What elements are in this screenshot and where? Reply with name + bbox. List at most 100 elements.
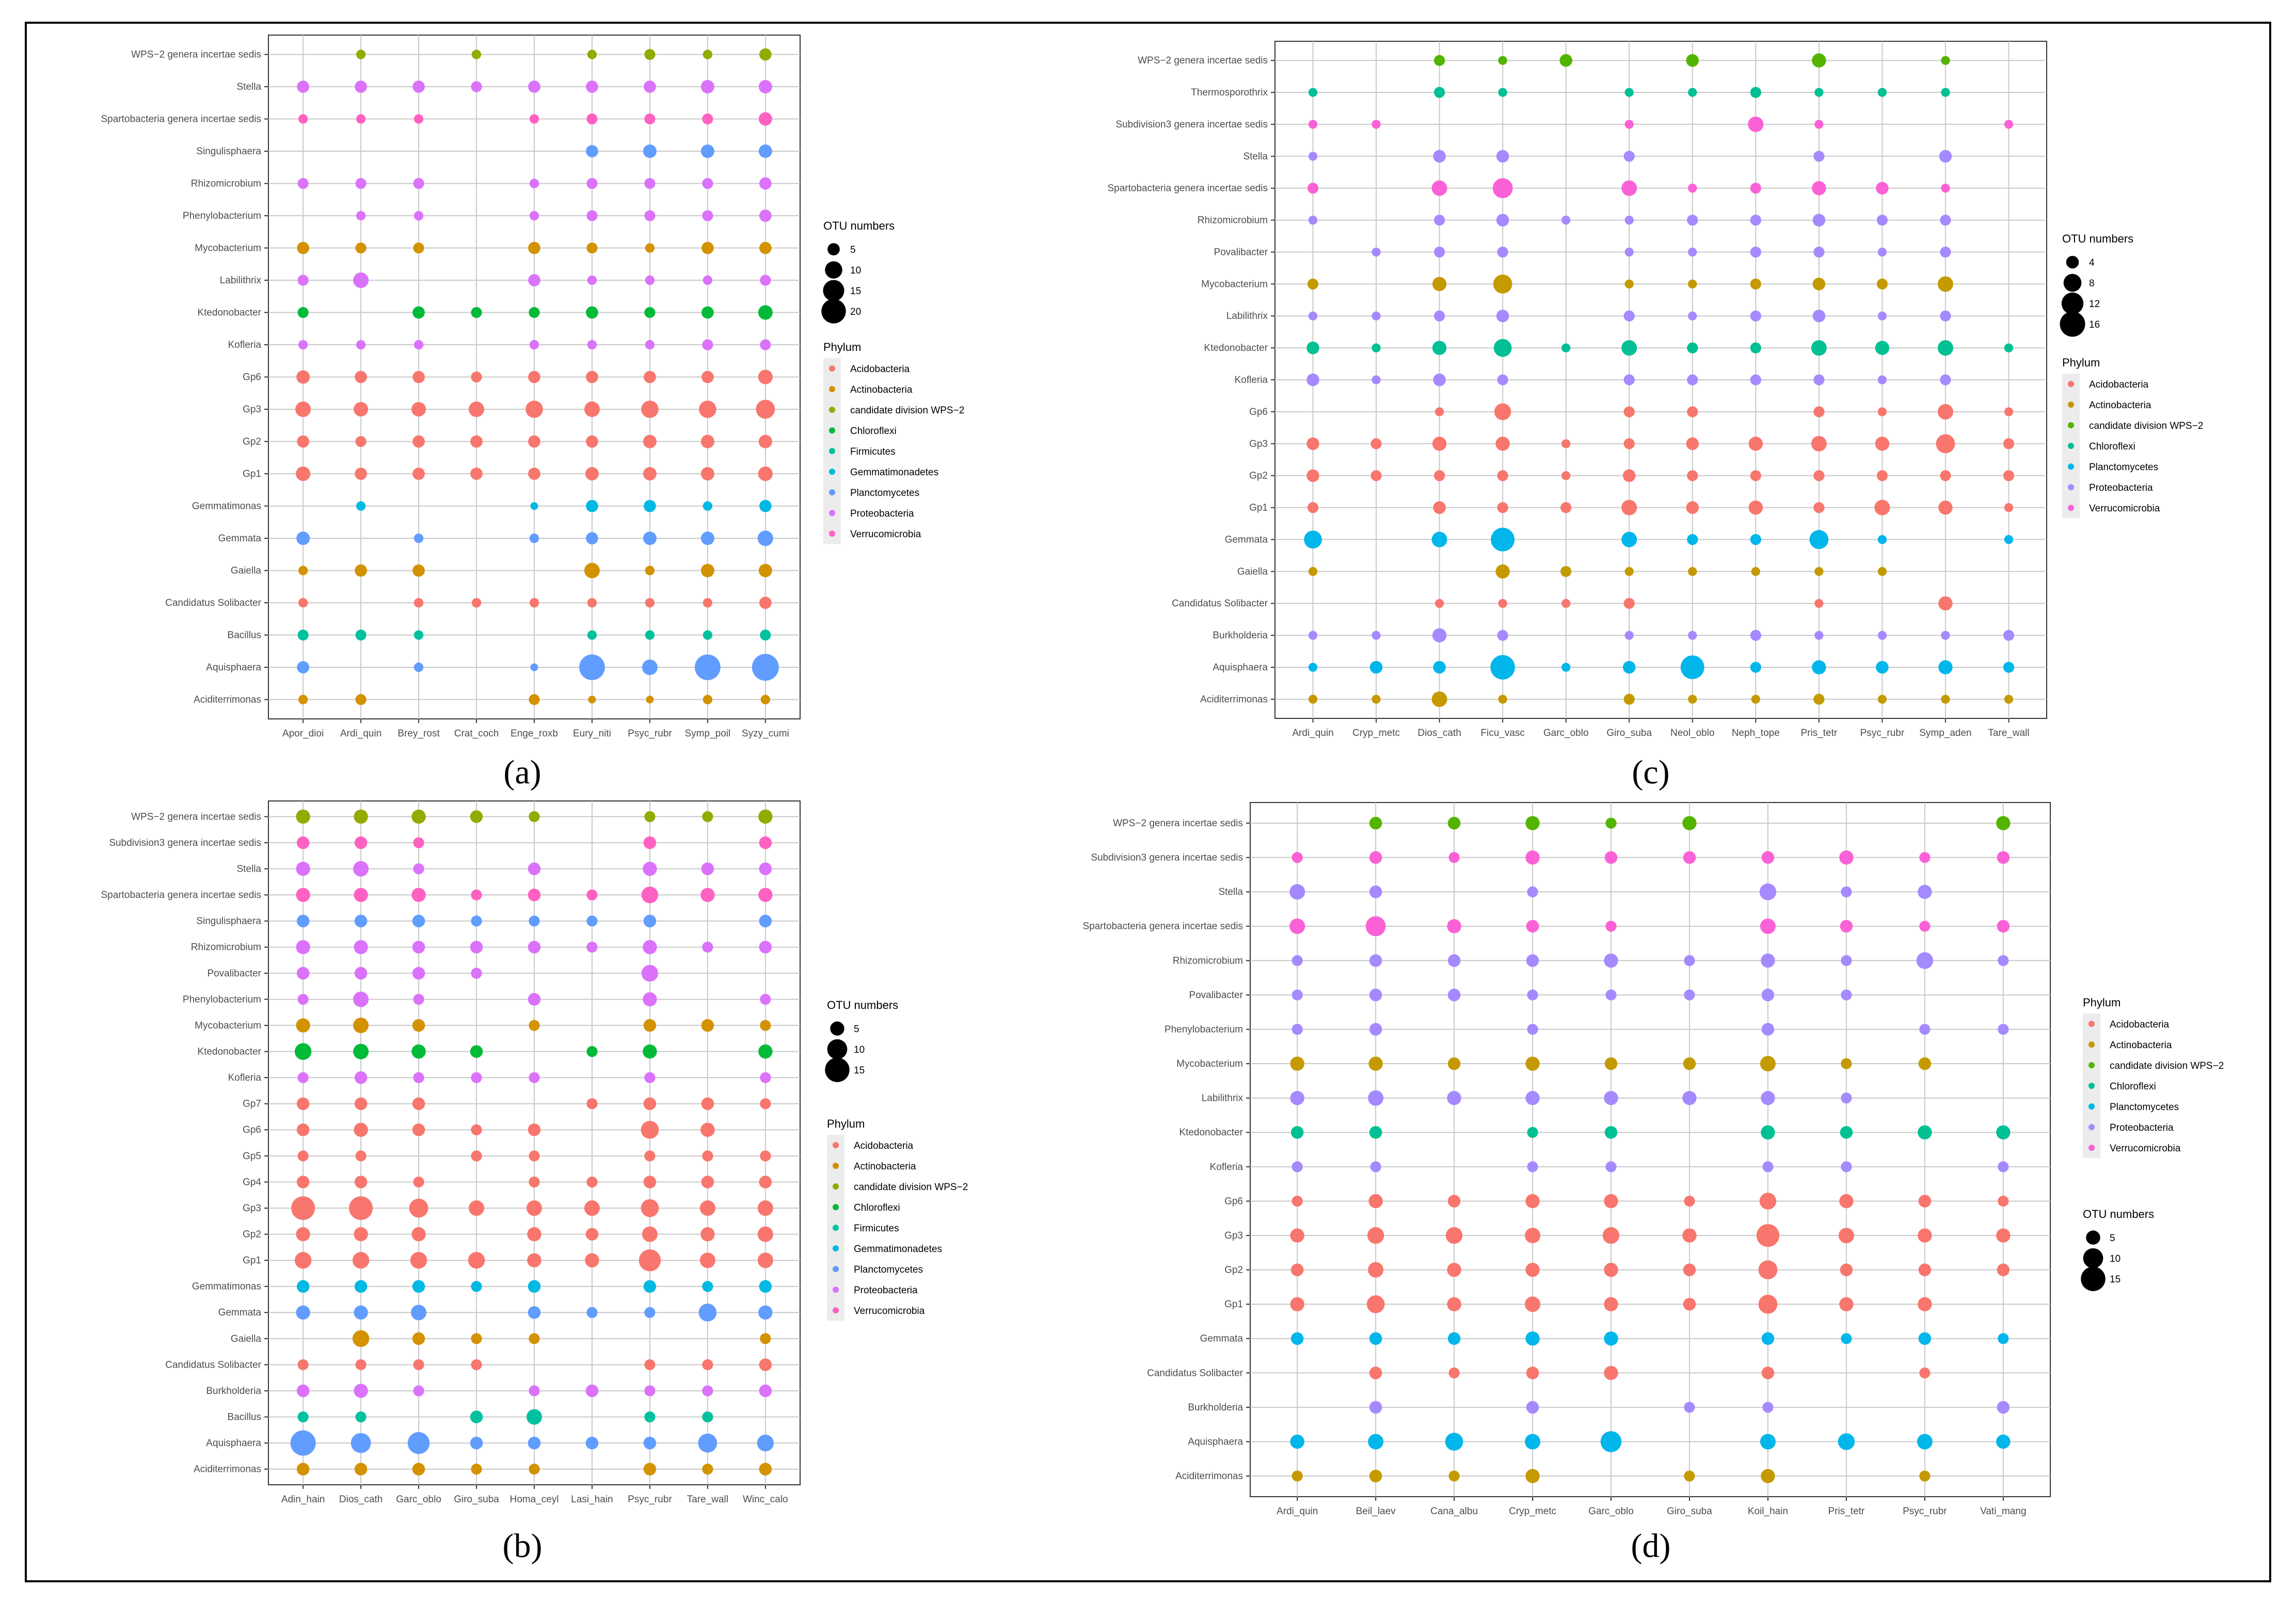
x-tick-label: Pris_tetr [1828,1506,1865,1517]
bubble [413,1385,424,1397]
bubble [413,211,424,221]
x-tick-label: Cana_albu [1430,1506,1478,1517]
bubble [1290,1332,1304,1345]
bubble [412,1097,425,1110]
bubble [412,435,425,448]
bubble [1491,527,1515,552]
y-tick-label: Gp6 [1249,407,1268,418]
bubble [1602,1227,1620,1244]
bubble [757,1253,773,1269]
bubble [471,307,482,318]
bubble [760,1150,771,1162]
y-tick-label: Phenylobacterium [183,994,261,1005]
legend-title: Phylum [823,341,861,354]
bubble [1308,152,1318,161]
y-tick-label: Gp5 [243,1151,261,1162]
bubble [760,339,771,350]
bubble [1998,955,2009,966]
bubble [759,210,772,222]
legend-phylum-label: candidate division WPS−2 [854,1182,968,1193]
bubble [645,340,655,350]
bubble [2004,120,2014,129]
bubble [1813,406,1825,418]
bubble [585,1384,599,1398]
bubble [1941,56,1950,65]
bubble [2004,535,2014,544]
bubble [528,435,540,448]
x-tick-label: Koil_hain [1748,1506,1788,1517]
bubble [529,1020,540,1031]
bubble [758,435,772,448]
bubble [1498,88,1507,97]
bubble [1561,599,1571,608]
bubble [1838,1227,1854,1243]
bubble [759,862,772,875]
bubble [353,861,369,877]
bubble [641,1199,659,1217]
bubble [529,811,540,822]
bubble [586,81,598,93]
bubble [528,862,541,875]
y-tick-label: Labilithrix [220,275,262,286]
bubble [1306,437,1319,451]
bubble [1997,920,2010,933]
bubble [1526,1401,1539,1414]
bubble [1938,596,1953,611]
bubble [1877,407,1887,416]
bubble [1433,661,1446,674]
x-tick-label: Ficu_vasc [1480,728,1525,739]
bubble [1527,1023,1538,1035]
bubble [1759,883,1777,901]
bubble [1498,599,1507,608]
bubble [587,50,597,59]
legend-color-dot [829,531,835,537]
bubble [1688,184,1697,193]
bubble [1814,567,1824,576]
bubble [1447,1090,1461,1105]
bubble [411,402,426,417]
bubble [297,1359,309,1370]
bubble [1289,884,1305,900]
bubble [1812,53,1826,68]
bubble [700,145,714,158]
bubble [759,1463,772,1475]
bubble [759,1384,772,1398]
bubble [1308,215,1318,225]
legend-phylum-label: Proteobacteria [850,508,914,519]
bubble [412,1332,425,1345]
bubble [643,145,657,158]
legend-size-dot [827,1039,848,1060]
bubble [644,1359,656,1370]
bubble [1431,532,1447,548]
bubble [298,695,308,704]
bubble [1750,87,1761,98]
legend-size-dot [825,1057,850,1082]
legend-color-dot [2068,463,2074,470]
bubble [471,1464,482,1475]
y-tick-label: Subdivision3 genera incertae sedis [109,838,261,848]
bubble [1292,955,1303,966]
y-tick-label: Labilithrix [1226,311,1268,322]
legend-phylum-label: Firmicutes [850,446,896,457]
bubble [354,915,368,927]
bubble [1750,374,1761,386]
y-tick-label: Gp1 [243,1255,261,1266]
bubble [643,1463,657,1475]
bubble [1432,277,1447,292]
bubble [641,886,659,904]
bubble [413,630,424,640]
bubble [1604,1297,1618,1311]
bubble [1918,885,1932,899]
bubble [758,466,773,482]
bubble [1369,1401,1382,1414]
y-tick-label: Povalibacter [1214,247,1268,258]
y-tick-label: Ktedonobacter [197,1046,261,1057]
bubble [355,564,368,577]
bubble [1839,1194,1854,1209]
bubble [1877,311,1887,320]
y-tick-label: Aciditerrimonas [1175,1471,1243,1482]
bubble [413,837,424,848]
legend-size-label: 16 [2089,319,2100,330]
bubble [1604,1090,1618,1105]
bubble [1307,183,1319,194]
